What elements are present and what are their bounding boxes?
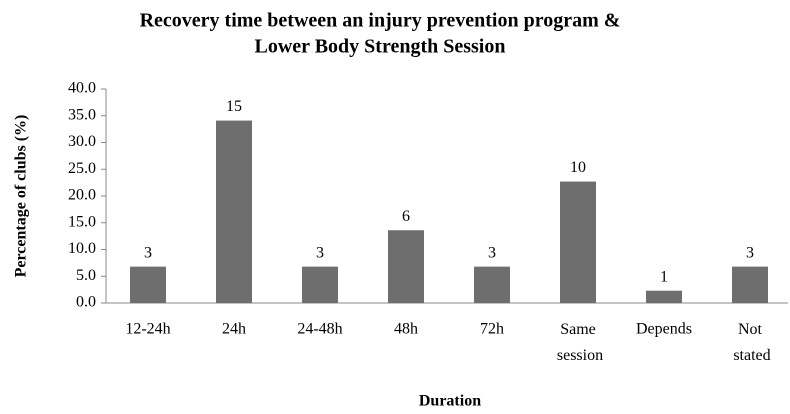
chart-title-line: Recovery time between an injury preventi… — [140, 10, 621, 32]
x-tick-label: 24h — [222, 321, 246, 338]
data-label: 3 — [488, 244, 496, 261]
data-label: 3 — [746, 244, 754, 261]
bar — [388, 230, 424, 303]
data-label: 3 — [316, 244, 324, 261]
x-tick-label: Not stated — [729, 321, 770, 364]
y-tick-label: 10.0 — [68, 240, 96, 257]
bar — [732, 266, 768, 303]
x-tick-label: Depends — [636, 321, 692, 338]
y-tick-label: 20.0 — [68, 187, 96, 204]
y-tick-label: 5.0 — [76, 267, 96, 284]
data-label: 1 — [660, 268, 668, 285]
y-tick-label: 40.0 — [68, 80, 96, 97]
x-tick-label: 72h — [480, 321, 504, 338]
y-tick-label: 25.0 — [68, 160, 96, 177]
x-tick-label: 48h — [394, 321, 418, 338]
bar — [474, 266, 510, 303]
y-tick-label: 0.0 — [76, 294, 96, 311]
x-tick-label: 24-48h — [297, 321, 342, 338]
y-tick-label: 15.0 — [68, 213, 96, 230]
data-label: 6 — [402, 208, 410, 225]
y-tick-label: 30.0 — [68, 133, 96, 150]
x-tick-label: Same session — [553, 321, 603, 364]
y-axis-label: Percentage of clubs (%) — [13, 115, 30, 278]
bar — [560, 181, 596, 303]
bar — [130, 266, 166, 303]
data-label: 10 — [570, 159, 586, 176]
data-label: 3 — [144, 244, 152, 261]
bar — [216, 120, 252, 303]
x-tick-label: 12-24h — [125, 321, 170, 338]
bar — [302, 266, 338, 303]
x-axis-label: Duration — [419, 393, 481, 410]
bar — [646, 290, 682, 303]
y-tick-label: 35.0 — [68, 106, 96, 123]
chart-title-line: Lower Body Strength Session — [255, 36, 506, 58]
data-label: 15 — [226, 98, 242, 115]
